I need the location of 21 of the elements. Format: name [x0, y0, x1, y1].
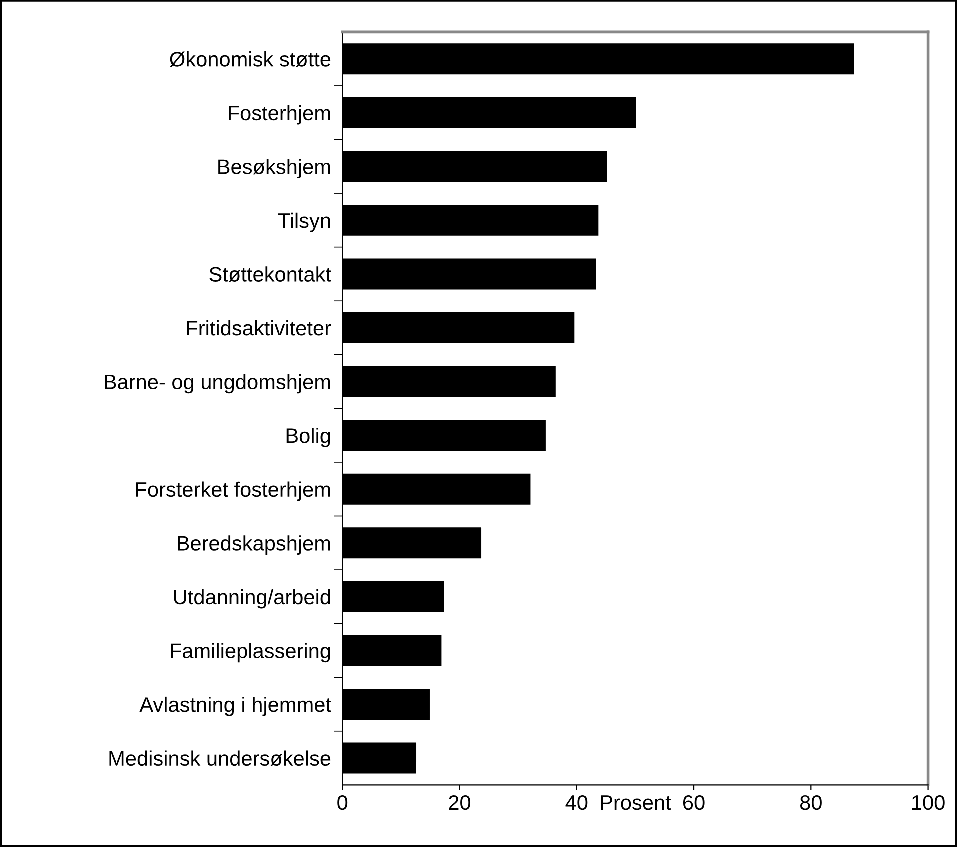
y-tick-label: Utdanning/arbeid	[174, 589, 330, 609]
y-tick-label: Beredskapshjem	[178, 536, 330, 556]
y-tick-label: Forsterket fosterhjem	[136, 482, 330, 502]
y-tick-label: Økonomisk støtte	[170, 52, 331, 68]
y-tick-label: Støttekontakt	[210, 266, 332, 282]
y-tick-label: Fritidsaktiviteter	[187, 320, 332, 336]
y-tick-label: Avlastning i hjemmet	[140, 696, 332, 716]
x-tick-label: 40	[566, 795, 588, 810]
y-tick-label: Barne- og ungdomshjem	[105, 374, 330, 394]
x-tick-label: 60	[683, 795, 705, 810]
x-tick-label: 80	[800, 795, 822, 810]
y-tick-label: Fosterhjem	[229, 105, 330, 125]
x-tick-label: 0	[338, 795, 348, 810]
y-tick-label: Medisinsk undersøkelse	[110, 750, 331, 766]
y-tick-label: Bolig	[286, 428, 330, 448]
x-tick-label: 20	[449, 795, 471, 810]
y-tick-label: Familieplassering	[171, 643, 330, 663]
y-tick-label: Tilsyn	[278, 212, 330, 232]
x-tick-label: 100	[912, 795, 945, 810]
x-axis-title: Prosent	[601, 796, 672, 810]
y-tick-label: Besøkshjem	[218, 159, 330, 179]
